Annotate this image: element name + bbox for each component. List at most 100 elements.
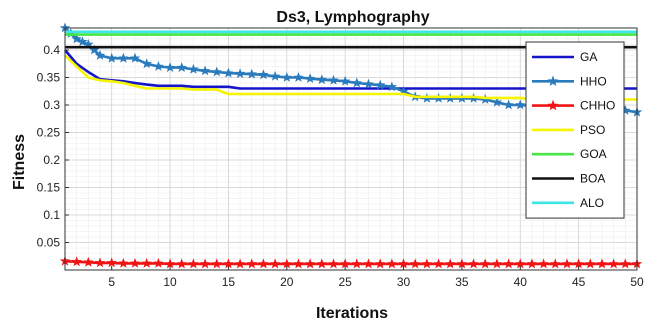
legend-label-chho: CHHO [580,99,615,113]
data-point-hho [515,99,526,110]
data-point-hho [375,79,386,90]
data-point-hho [223,67,234,78]
data-point-chho [316,258,328,269]
data-point-hho [503,99,514,110]
data-point-chho [269,258,281,269]
data-point-chho [246,258,258,269]
data-point-chho [199,258,211,269]
data-point-hho [77,36,88,47]
data-point-chho [538,258,549,269]
chart-title: Ds3, Lymphography [276,9,429,26]
legend-entry-boa: BOA [532,172,605,186]
y-tick-label: 0.4 [43,43,60,57]
data-point-chho [456,258,468,269]
data-point-hho [199,65,211,76]
axes [64,27,638,271]
data-point-chho [409,258,421,269]
data-point-hho [281,72,293,82]
y-tick-label: 0.1 [43,208,60,222]
data-point-chho [223,258,234,269]
data-point-hho [71,33,82,44]
data-point-hho [351,77,362,88]
plot-frame [64,27,638,271]
data-point-chho [573,258,584,269]
y-tick-label: 0.25 [37,126,61,140]
data-point-hho [141,58,152,69]
data-point-hho [246,68,258,79]
data-point-chho [620,258,631,269]
legend-label-ga: GA [580,50,597,64]
x-tick-label: 5 [108,275,115,289]
data-point-hho [293,72,304,82]
x-tick-label: 10 [163,275,177,289]
x-tick-label: 25 [338,275,352,289]
x-tick-label: 35 [455,275,469,289]
tick-labels: 5 10 15 20 25 30 35 40 45 50 0.05 0.1 0.15 0.2 0.25 0.3… [37,43,644,289]
legend-label-alo: ALO [580,196,604,210]
data-point-chho [328,258,339,269]
data-point-chho [94,257,106,268]
data-point-chho [258,258,269,269]
x-axis-label: Iterations [316,305,388,322]
data-point-hho [129,52,141,63]
data-point-chho [363,258,374,269]
data-point-chho [106,257,117,268]
data-point-chho [118,257,129,268]
data-point-chho [141,257,152,268]
data-point-chho [433,258,444,269]
x-tick-label: 15 [222,275,236,289]
y-tick-label: 0.05 [37,236,61,250]
x-tick-label: 50 [630,275,644,289]
data-point-hho [89,44,100,55]
data-point-chho [351,258,363,269]
data-point-hho [176,62,187,73]
data-point-chho [293,258,304,269]
data-point-chho [608,258,619,269]
data-point-hho [234,68,246,79]
data-point-hho [164,62,176,73]
legend-entry-goa: GOA [532,147,607,161]
data-point-chho [304,258,316,269]
data-point-chho [444,258,456,269]
data-point-hho [211,66,222,77]
data-point-chho [211,258,222,269]
data-point-hho [339,75,351,86]
data-point-hho [258,69,269,80]
data-point-hho [118,52,129,63]
data-point-chho [188,258,199,269]
data-point-hho [491,96,503,107]
y-tick-label: 0.15 [37,181,61,195]
data-point-chho [526,258,538,269]
x-tick-label: 30 [397,275,411,289]
data-point-chho [585,258,596,269]
data-point-chho [339,258,351,269]
data-point-chho [421,258,433,269]
data-point-hho [363,78,374,89]
data-point-chho [398,258,409,269]
data-point-chho [480,258,491,269]
data-point-chho [83,256,94,267]
data-point-chho [491,258,503,269]
data-point-hho [94,50,106,60]
legend-entry-chho: CHHO [532,99,615,113]
data-point-hho [106,52,117,63]
legend-label-hho: HHO [580,74,607,88]
legend-marker-chho [547,99,559,111]
data-point-chho [386,258,398,269]
x-tick-label: 45 [572,275,586,289]
data-point-chho [234,258,246,269]
y-tick-label: 0.2 [43,153,60,167]
data-point-chho [374,258,386,269]
y-tick-label: 0.35 [37,71,61,85]
data-point-hho [305,73,316,84]
legend-entry-hho: HHO [532,74,607,88]
data-point-chho [281,258,293,269]
legend-marker-hho [547,75,559,86]
data-point-chho [176,258,187,269]
data-point-chho [503,258,514,269]
data-point-hho [316,74,327,85]
data-point-hho [386,81,398,92]
y-tick-label: 0.3 [43,98,60,112]
